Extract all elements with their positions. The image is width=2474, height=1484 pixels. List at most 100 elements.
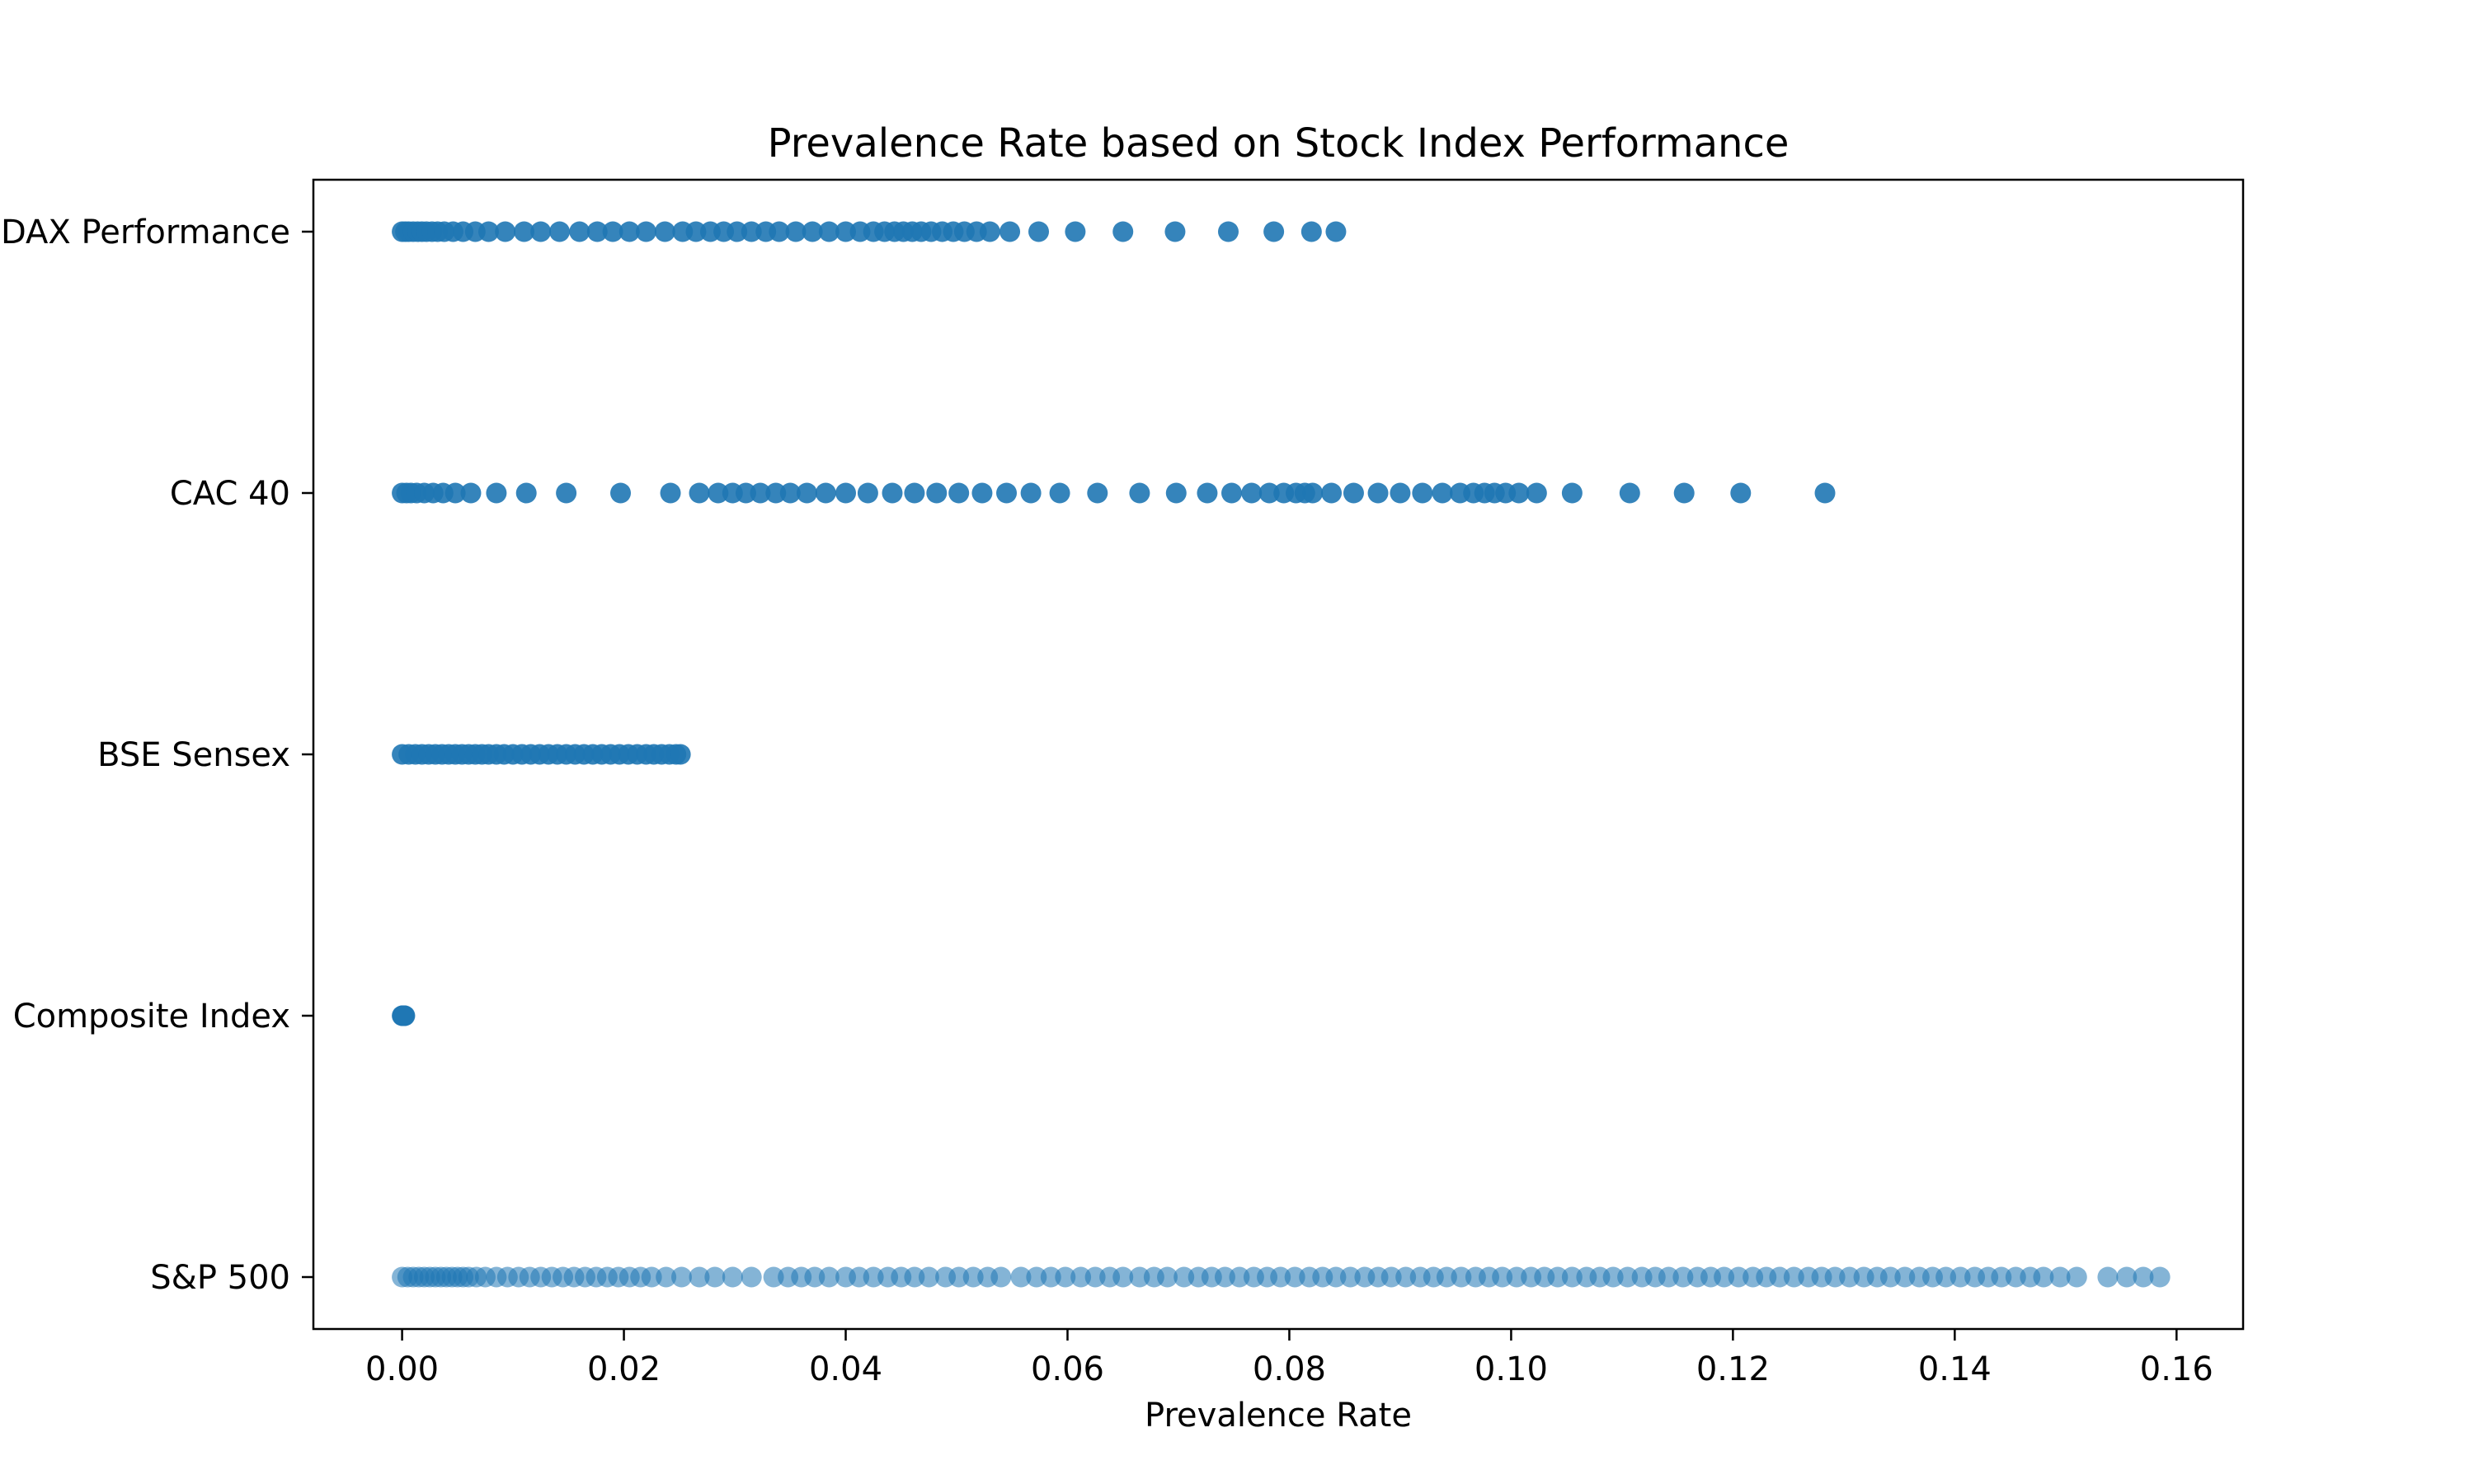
- data-point: [495, 221, 516, 242]
- data-point: [670, 744, 691, 765]
- data-point: [1367, 482, 1389, 504]
- data-point: [1174, 1266, 1195, 1288]
- data-point: [1302, 482, 1324, 504]
- data-point: [1020, 482, 1042, 504]
- data-point: [586, 221, 608, 242]
- data-point: [618, 221, 640, 242]
- data-point: [660, 482, 681, 504]
- x-axis-label: Prevalence Rate: [1145, 1397, 1412, 1435]
- data-point: [549, 221, 571, 242]
- data-point: [727, 221, 748, 242]
- data-point: [1730, 482, 1752, 504]
- data-point: [1436, 1266, 1457, 1288]
- data-point: [1343, 482, 1364, 504]
- data-point: [670, 1266, 692, 1288]
- data-point: [1040, 1266, 1061, 1288]
- data-point: [2033, 1266, 2054, 1288]
- data-point: [1129, 1266, 1150, 1288]
- data-point: [1390, 482, 1411, 504]
- data-point: [569, 221, 590, 242]
- data-point: [708, 482, 729, 504]
- data-point: [2133, 1266, 2154, 1288]
- data-point: [785, 221, 807, 242]
- data-point: [1229, 1266, 1250, 1288]
- data-point: [765, 482, 787, 504]
- data-point: [948, 1266, 970, 1288]
- data-point: [1728, 1266, 1749, 1288]
- data-point: [918, 1266, 939, 1288]
- data-point: [1300, 221, 1322, 242]
- data-point: [1380, 1266, 1402, 1288]
- data-point: [815, 482, 836, 504]
- data-point: [1894, 1266, 1916, 1288]
- data-point: [1284, 1266, 1305, 1288]
- data-point: [1026, 1266, 1047, 1288]
- data-point: [1561, 1266, 1583, 1288]
- data-point: [1658, 1266, 1679, 1288]
- data-point: [556, 482, 577, 504]
- data-point: [1617, 1266, 1639, 1288]
- points-layer: [392, 221, 2171, 1288]
- data-point: [689, 482, 710, 504]
- data-point: [979, 221, 1000, 242]
- data-point: [1395, 1266, 1417, 1288]
- data-point: [1241, 482, 1263, 504]
- data-point: [1263, 221, 1285, 242]
- data-point: [1321, 482, 1343, 504]
- data-point: [1814, 482, 1836, 504]
- data-point: [722, 1266, 743, 1288]
- data-point: [1087, 482, 1108, 504]
- data-point: [1258, 482, 1280, 504]
- data-point: [641, 1266, 662, 1288]
- data-point: [926, 482, 948, 504]
- x-tick-label: 0.04: [809, 1350, 882, 1388]
- data-point: [460, 482, 482, 504]
- data-point: [863, 1266, 884, 1288]
- data-point: [735, 482, 756, 504]
- y-tick-label: CAC 40: [170, 475, 290, 513]
- data-point: [477, 221, 499, 242]
- data-point: [1028, 221, 1050, 242]
- data-point: [1769, 1266, 1790, 1288]
- data-point: [530, 221, 552, 242]
- data-point: [1010, 1266, 1032, 1288]
- data-point: [2005, 1266, 2026, 1288]
- data-point: [763, 1266, 784, 1288]
- data-point: [1197, 482, 1218, 504]
- data-point: [1049, 482, 1070, 504]
- data-point: [1325, 1266, 1347, 1288]
- y-axis: DAX Performance CAC 40 BSE Sensex Composite…: [1, 214, 313, 1297]
- y-tick-label: Composite Index: [13, 998, 290, 1036]
- data-point: [2097, 1266, 2119, 1288]
- data-point: [704, 1266, 726, 1288]
- data-point: [769, 221, 790, 242]
- data-point: [796, 482, 817, 504]
- data-point: [1602, 1266, 1624, 1288]
- data-point: [1783, 1266, 1804, 1288]
- data-point: [1270, 1266, 1291, 1288]
- data-point: [1157, 1266, 1178, 1288]
- x-tick-label: 0.08: [1253, 1350, 1326, 1388]
- data-point: [1084, 1266, 1106, 1288]
- data-point: [882, 482, 903, 504]
- data-point: [948, 482, 970, 504]
- data-point: [1221, 482, 1243, 504]
- x-tick-label: 0.10: [1475, 1350, 1548, 1388]
- data-point: [1217, 221, 1239, 242]
- data-point: [2049, 1266, 2071, 1288]
- data-point: [849, 1266, 870, 1288]
- data-point: [1165, 482, 1187, 504]
- y-tick-label: BSE Sensex: [97, 736, 290, 774]
- data-point: [904, 1266, 925, 1288]
- data-point: [1619, 482, 1640, 504]
- data-point: [1506, 1266, 1527, 1288]
- data-point: [741, 221, 762, 242]
- data-point: [1824, 1266, 1846, 1288]
- data-point: [2116, 1266, 2138, 1288]
- data-point: [515, 482, 537, 504]
- data-point: [1112, 1266, 1134, 1288]
- data-point: [835, 482, 857, 504]
- x-tick-label: 0.00: [365, 1350, 439, 1388]
- data-point: [1070, 1266, 1092, 1288]
